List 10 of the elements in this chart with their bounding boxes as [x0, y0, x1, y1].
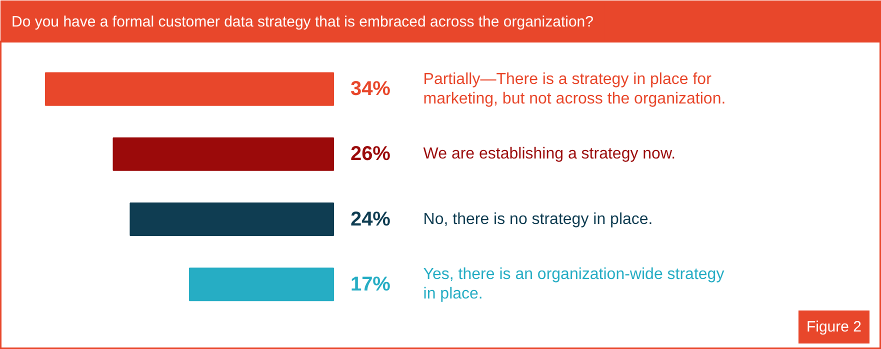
chart-title: Do you have a formal customer data strategy that is embraced across the organization? [12, 14, 594, 30]
data-label: 26% [350, 143, 391, 166]
y-tick-label: We are establishing a strategy now. [423, 146, 676, 163]
y-tick-label: Partially—There is a strategy in place for marketing, but not across the organization. [423, 70, 726, 108]
y-tick-label: Yes, there is an organization-wide strategy in place. [423, 266, 724, 303]
data-label: 34% [350, 78, 391, 100]
data-label: 24% [350, 208, 391, 230]
y-tick-label: No, there is no strategy in place. [423, 210, 653, 228]
caption: Figure 2 [806, 318, 862, 336]
data-label: 17% [350, 273, 391, 296]
